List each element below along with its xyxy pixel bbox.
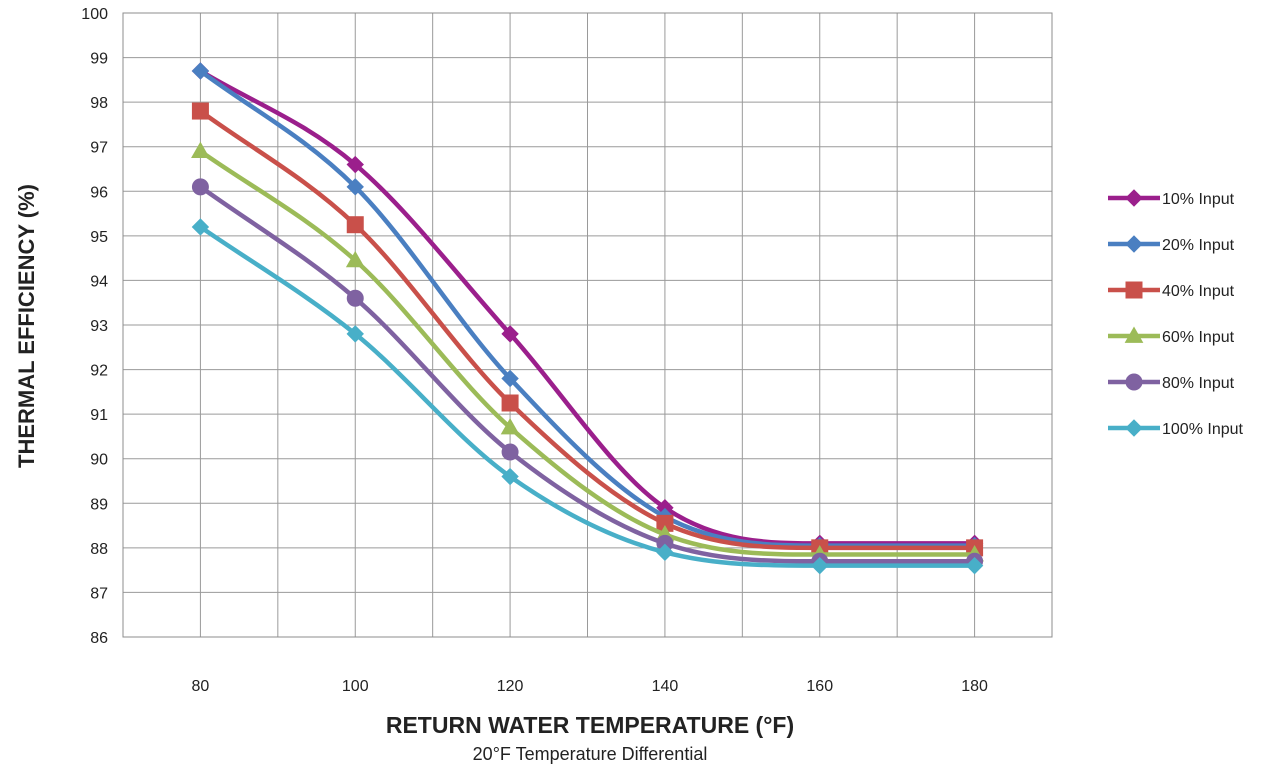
data-point-marker (346, 325, 364, 343)
data-point-marker (191, 141, 210, 159)
legend-marker (1125, 281, 1143, 299)
y-tick-label: 94 (90, 273, 108, 290)
plot-frame (122, 12, 1053, 638)
y-tick-label: 87 (90, 585, 108, 602)
data-point-marker (965, 556, 984, 575)
legend-marker (1125, 373, 1143, 391)
data-point-marker (346, 289, 364, 307)
chart-subtitle: 20°F Temperature Differential (472, 744, 708, 764)
x-axis-label: RETURN WATER TEMPERATURE (°F) (385, 712, 795, 738)
y-tick-label: 91 (90, 407, 108, 424)
legend-entry: 60% Input (1108, 326, 1235, 346)
legend-label: 10% Input (1162, 191, 1235, 208)
legend-label: 80% Input (1162, 375, 1235, 392)
data-point-marker (191, 178, 209, 196)
data-point-marker (346, 178, 364, 196)
y-axis-label: THERMAL EFFICIENCY (%) (14, 184, 39, 468)
data-point-marker (191, 218, 210, 236)
legend-marker (1124, 326, 1144, 343)
series-group (191, 62, 984, 575)
x-tick-label: 180 (961, 678, 988, 695)
data-point-marker (501, 443, 519, 461)
data-point-marker (500, 418, 520, 435)
legend-label: 60% Input (1162, 329, 1235, 346)
efficiency-chart: 86 87 88 89 90 91 92 93 94 95 96 97 98 99 100 80 100 120… (14, 6, 1244, 695)
y-tick-label: 95 (90, 229, 108, 246)
y-tick-label: 86 (90, 630, 108, 647)
data-point-marker (345, 250, 365, 268)
legend-marker (1125, 419, 1143, 437)
y-tick-label: 100 (81, 6, 108, 23)
legend-marker (1125, 235, 1143, 253)
y-tick-label: 96 (90, 184, 108, 201)
data-point-marker (656, 543, 674, 562)
legend-label: 40% Input (1162, 283, 1235, 300)
x-tick-labels: 80 100 120 140 160 180 (192, 678, 989, 695)
y-tick-labels: 86 87 88 89 90 91 92 93 94 95 96 97 98 99 100 (81, 6, 108, 647)
y-tick-label: 98 (90, 95, 108, 112)
legend-entry: 100% Input (1108, 419, 1244, 438)
x-tick-label: 140 (652, 678, 679, 695)
series-line (198, 148, 977, 557)
y-tick-label: 92 (90, 363, 108, 380)
x-tick-label: 160 (806, 678, 833, 695)
legend-entry: 10% Input (1108, 189, 1235, 208)
legend-label: 20% Input (1162, 237, 1235, 254)
data-point-marker (191, 62, 210, 80)
data-point-marker (501, 325, 519, 343)
x-tick-label: 100 (342, 678, 369, 695)
data-point-marker (501, 467, 519, 486)
series-line (198, 184, 977, 564)
y-tick-label: 90 (90, 452, 108, 469)
y-tick-label: 99 (90, 51, 108, 68)
legend-entry: 20% Input (1108, 235, 1235, 254)
data-point-marker (501, 369, 519, 388)
data-point-marker (501, 394, 519, 412)
legend-entry: 40% Input (1108, 281, 1235, 300)
series-line (198, 224, 977, 568)
series-3 (191, 102, 984, 557)
y-tick-label: 93 (90, 318, 108, 335)
data-point-marker (346, 155, 364, 174)
legend-marker (1125, 189, 1143, 207)
x-tick-label: 120 (497, 678, 524, 695)
y-tick-label: 97 (90, 140, 108, 157)
y-tick-label: 88 (90, 541, 108, 558)
legend-label: 100% Input (1162, 421, 1244, 438)
data-point-marker (191, 102, 209, 120)
series-6 (191, 218, 984, 575)
legend-entry: 80% Input (1108, 373, 1235, 392)
data-point-marker (346, 216, 364, 234)
legend: 10% Input 20% Input 40% Input 60% Input 80% … (1108, 189, 1244, 438)
y-tick-label: 89 (90, 496, 108, 513)
data-point-marker (811, 556, 829, 575)
x-tick-label: 80 (192, 678, 210, 695)
